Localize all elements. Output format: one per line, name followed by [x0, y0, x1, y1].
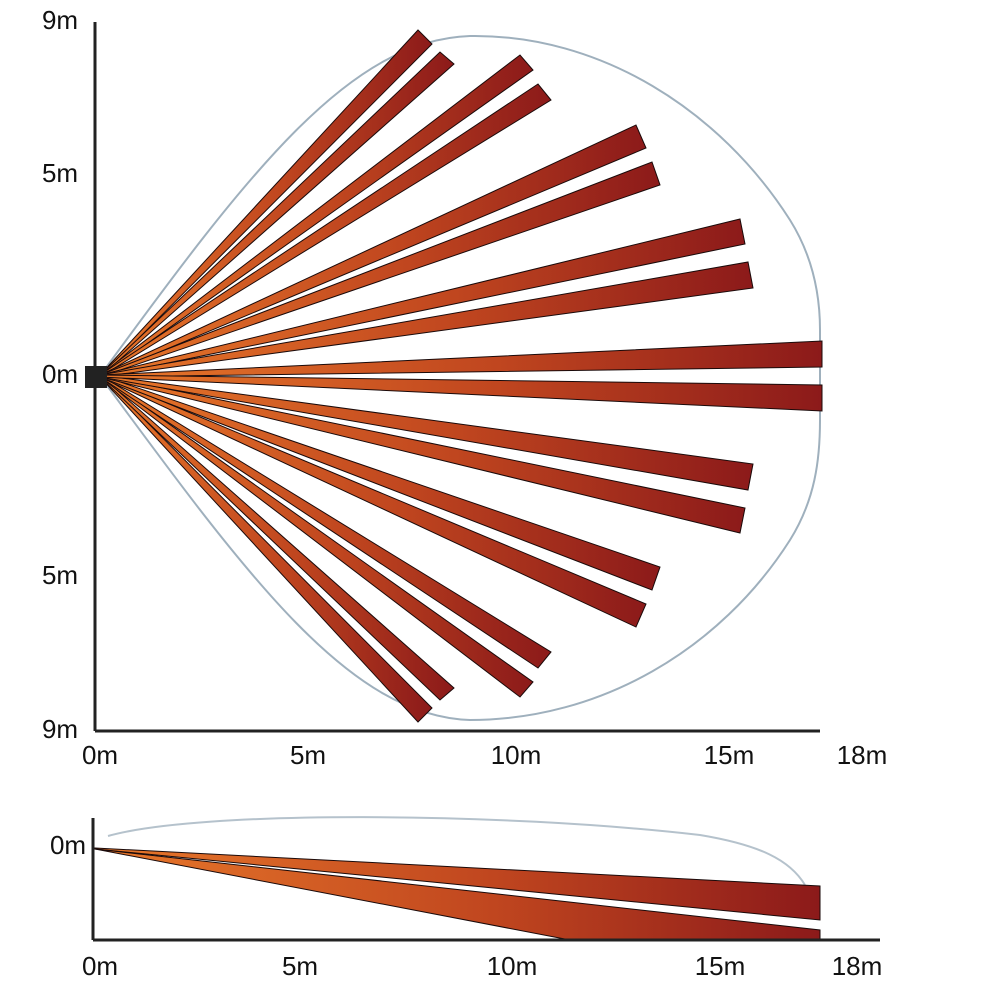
y-label: 5m: [42, 560, 78, 590]
x-label: 15m: [704, 740, 755, 770]
y-label: 9m: [42, 714, 78, 744]
y-label: 9m: [42, 5, 78, 35]
x-label: 18m: [832, 951, 883, 981]
x-label: 15m: [695, 951, 746, 981]
x-label: 0m: [82, 740, 118, 770]
x-label: 5m: [282, 951, 318, 981]
side-beam: [94, 847, 821, 921]
side-envelope: [107, 816, 806, 886]
x-label: 10m: [491, 740, 542, 770]
x-label: 0m: [82, 951, 118, 981]
x-label: 10m: [487, 951, 538, 981]
x-label: 18m: [837, 740, 888, 770]
y-label: 5m: [42, 158, 78, 188]
y-label: 0m: [50, 830, 86, 860]
x-label: 5m: [290, 740, 326, 770]
beams: [99, 29, 823, 723]
y-label: 0m: [42, 359, 78, 389]
